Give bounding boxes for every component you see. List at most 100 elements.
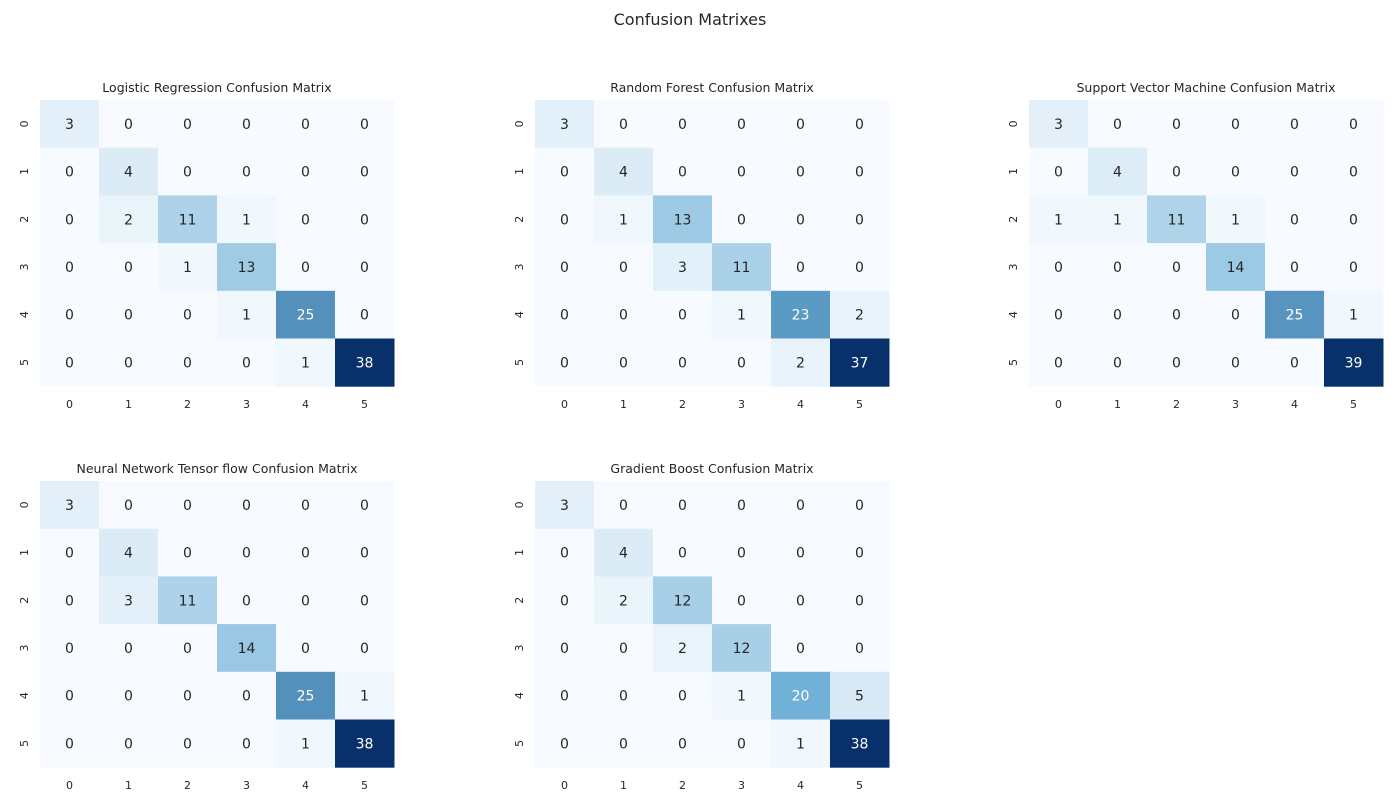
heatmap-cell: [99, 243, 159, 292]
cell-value-label: 0: [1113, 308, 1122, 324]
cell-value-label: 1: [301, 736, 310, 752]
cell-value-label: 4: [619, 165, 628, 181]
x-tick-label: 4: [302, 398, 309, 411]
heatmap-cell: [1206, 338, 1266, 387]
heatmap-cell: [594, 290, 654, 339]
heatmap-cell: [276, 528, 336, 577]
cell-value-label: 11: [179, 593, 197, 609]
y-tick-label: 4: [513, 311, 526, 318]
x-tick-label: 5: [856, 398, 863, 411]
heatmap-cell: [1324, 243, 1384, 292]
heatmap-cell: [535, 481, 595, 530]
heatmap-cell: [771, 481, 831, 530]
cell-value-label: 0: [301, 212, 310, 228]
cell-value-label: 14: [238, 641, 256, 657]
x-tick-label: 4: [797, 779, 804, 792]
heatmap-cell: [594, 195, 654, 244]
heatmap-cell: [830, 671, 890, 720]
cell-value-label: 0: [560, 212, 569, 228]
heatmap-cell: [217, 576, 277, 625]
cell-value-label: 3: [678, 260, 687, 276]
heatmap-cell: [1206, 195, 1266, 244]
cell-value-label: 0: [1349, 212, 1358, 228]
heatmap-cell: [653, 243, 713, 292]
x-tick-label: 1: [125, 398, 132, 411]
cell-value-label: 0: [1231, 308, 1240, 324]
x-tick-label: 4: [1291, 398, 1298, 411]
cell-value-label: 0: [855, 212, 864, 228]
heatmap-cell: [1147, 100, 1207, 149]
heatmap-cell: [712, 195, 772, 244]
y-tick-label: 2: [1007, 216, 1020, 223]
heatmap-cell: [40, 719, 100, 768]
cell-value-label: 0: [65, 308, 74, 324]
heatmap-cell: [771, 290, 831, 339]
cell-value-label: 0: [1054, 260, 1063, 276]
heatmap-cell: [1029, 243, 1089, 292]
cell-value-label: 0: [65, 260, 74, 276]
heatmap-cell: [1088, 147, 1148, 196]
heatmap-cell: [158, 719, 218, 768]
heatmap-cell: [40, 195, 100, 244]
y-tick-label: 5: [18, 359, 31, 366]
heatmap-cell: [771, 100, 831, 149]
cell-value-label: 0: [619, 689, 628, 705]
svm-heatmap: 3 0 0 0 0 00 4 0 0 0 01 1 11 1 0 00 0 0 14 0 00 0 0 0 25 10 0 0 0 0 39…: [1007, 100, 1384, 411]
heatmap-cell: [1265, 147, 1325, 196]
cell-value-label: 0: [124, 736, 133, 752]
cell-value-label: 23: [792, 308, 810, 324]
neural-network-heatmap: 3 0 0 0 0 00 4 0 0 0 00 3 11 0 0 00 0 0 14 0 00 0 0 0 25 10 0 0 0 1 38…: [18, 481, 395, 792]
heatmap-cell: [99, 290, 159, 339]
cell-value-label: 0: [301, 641, 310, 657]
heatmap-cell: [158, 243, 218, 292]
cell-value-label: 0: [796, 593, 805, 609]
cell-value-label: 0: [796, 498, 805, 514]
cell-value-label: 0: [737, 212, 746, 228]
cell-value-label: 0: [360, 641, 369, 657]
cell-value-label: 0: [560, 641, 569, 657]
x-tick-label: 4: [302, 779, 309, 792]
svm-panel: Support Vector Machine Confusion Matrix …: [989, 80, 1384, 420]
x-tick-label: 0: [66, 398, 73, 411]
cell-value-label: 0: [65, 593, 74, 609]
heatmap-cell: [712, 243, 772, 292]
heatmap-cell: [335, 671, 395, 720]
heatmap-cell: [99, 719, 159, 768]
heatmap-cell: [594, 481, 654, 530]
cell-value-label: 3: [65, 117, 74, 133]
cell-value-label: 0: [65, 641, 74, 657]
cell-value-label: 0: [301, 546, 310, 562]
cell-value-label: 1: [301, 355, 310, 371]
heatmap-cell: [712, 481, 772, 530]
cell-value-label: 0: [855, 117, 864, 133]
y-tick-label: 0: [513, 120, 526, 127]
cell-value-label: 0: [796, 117, 805, 133]
cell-value-label: 0: [560, 308, 569, 324]
cell-value-label: 0: [1231, 117, 1240, 133]
y-tick-label: 3: [18, 644, 31, 651]
heatmap-cell: [771, 624, 831, 673]
heatmap-cell: [158, 576, 218, 625]
heatmap-cell: [594, 100, 654, 149]
x-tick-label: 2: [184, 779, 191, 792]
random-forest-panel: Random Forest Confusion Matrix 3 0 0 0 0 0 0 4 0…: [495, 80, 890, 420]
heatmap-cell: [217, 195, 277, 244]
cell-value-label: 0: [65, 736, 74, 752]
cell-value-label: 0: [242, 117, 251, 133]
cell-value-label: 0: [183, 641, 192, 657]
cell-value-label: 0: [678, 308, 687, 324]
cell-value-label: 1: [1113, 212, 1122, 228]
heatmap-cell: [1265, 100, 1325, 149]
heatmap-cell: [653, 528, 713, 577]
heatmap-cell: [712, 719, 772, 768]
heatmap-cell: [1206, 147, 1266, 196]
cell-value-label: 0: [619, 117, 628, 133]
x-tick-label: 3: [243, 398, 250, 411]
heatmap-cell: [535, 528, 595, 577]
cell-value-label: 0: [678, 689, 687, 705]
heatmap-cell: [535, 147, 595, 196]
x-tick-label: 3: [738, 398, 745, 411]
cell-value-label: 0: [242, 498, 251, 514]
cell-value-label: 1: [183, 260, 192, 276]
cell-value-label: 5: [855, 689, 864, 705]
